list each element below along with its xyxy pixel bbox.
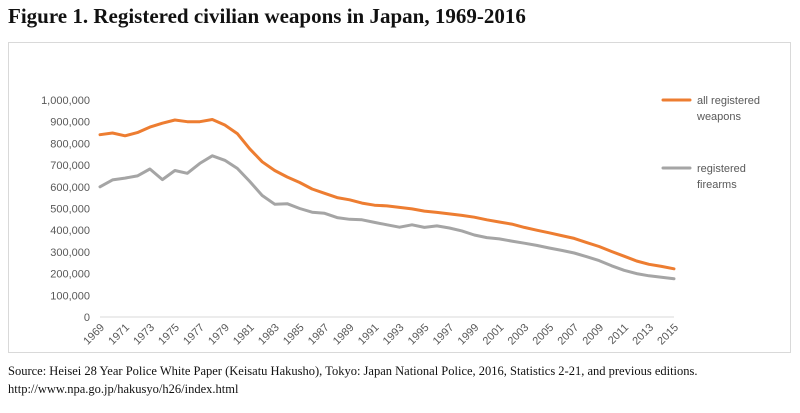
x-tick-label: 2005 [531,322,557,348]
y-tick-label: 500,000 [50,204,90,216]
x-tick-label: 1977 [181,322,207,348]
source-note: Source: Heisei 28 Year Police White Pape… [8,362,794,398]
y-tick-label: 800,000 [50,138,90,150]
series-line-registered-firearms [98,154,676,281]
x-tick-label: 1997 [431,322,457,348]
x-tick-label: 1979 [206,322,232,348]
legend-label: registered firearms [697,163,746,191]
x-tick-label: 1987 [306,322,332,348]
y-tick-label: 300,000 [50,247,90,259]
x-tick-label: 2011 [606,322,631,347]
x-tick-label: 1995 [406,322,432,348]
source-citation: Source: Heisei 28 Year Police White Pape… [8,364,698,378]
legend-label: all registered weapons [696,95,760,123]
x-tick-label: 2001 [481,322,507,348]
y-tick-label: 600,000 [50,182,90,194]
series-line-all-registered-weapons [98,118,676,271]
x-tick-label: 1983 [256,322,282,348]
source-url: http://www.npa.go.jp/hakusyo/h26/index.h… [8,382,239,396]
x-tick-label: 1973 [131,322,157,348]
y-tick-label: 1,000,000 [41,95,90,107]
line-chart: 0 100,000 200,000 300,000 400,000 500,000 600,… [41,95,760,348]
x-tick-label: 1981 [231,322,257,348]
x-tick-label: 1989 [331,322,357,348]
y-tick-label: 100,000 [50,290,90,302]
x-tick-label: 2007 [555,322,581,348]
figure-title: Figure 1. Registered civilian weapons in… [8,4,526,28]
x-tick-label: 1971 [106,322,132,348]
x-tick-label: 1985 [281,322,307,348]
y-tick-label: 700,000 [50,160,90,172]
y-tick-label: 900,000 [50,117,90,129]
x-tick-label: 1999 [456,322,482,348]
x-tick-label: 1993 [381,322,407,348]
y-tick-label: 0 [84,312,90,324]
x-tick-label: 2015 [655,322,681,348]
x-tick-label: 2013 [630,322,656,348]
x-tick-label: 2003 [506,322,532,348]
chart-frame: 0 100,000 200,000 300,000 400,000 500,000 600,… [8,42,791,353]
x-tick-label: 2009 [580,322,606,348]
x-tick-label: 1991 [356,322,382,348]
x-tick-label: 1975 [156,322,182,348]
x-tick-label: 1969 [81,322,107,348]
y-tick-label: 400,000 [50,225,90,237]
y-tick-label: 200,000 [50,269,90,281]
